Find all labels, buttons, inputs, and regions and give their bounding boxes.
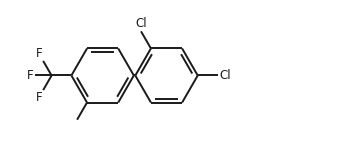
- Text: Cl: Cl: [135, 17, 147, 30]
- Text: Cl: Cl: [219, 69, 231, 82]
- Text: F: F: [27, 69, 34, 82]
- Text: F: F: [35, 47, 42, 60]
- Text: F: F: [35, 91, 42, 104]
